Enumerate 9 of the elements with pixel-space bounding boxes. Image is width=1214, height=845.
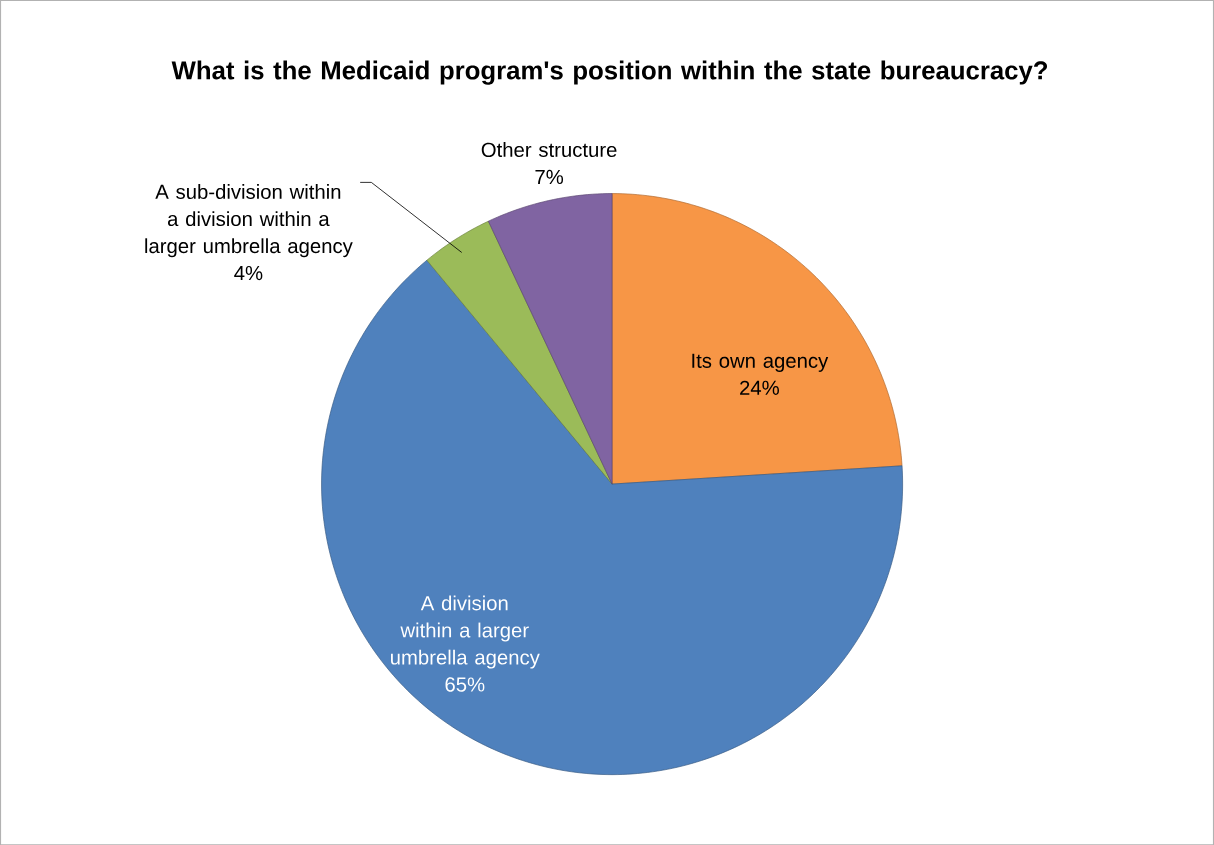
data-label: 4% — [234, 265, 263, 281]
data-label: 24% — [740, 380, 779, 395]
data-label: 65% — [445, 677, 485, 692]
data-label: 7% — [535, 169, 564, 184]
chart-title: What is the Medicaid program's position within the state bureaucracy? — [171, 60, 1048, 85]
slice-label: A sub-division within a division within a larger umbrella agency — [145, 183, 353, 258]
slice-label: Other structure — [481, 141, 617, 157]
slice-label: A division within a larger umbrella agency — [391, 595, 540, 669]
slice-label: Its own agency — [692, 353, 829, 372]
